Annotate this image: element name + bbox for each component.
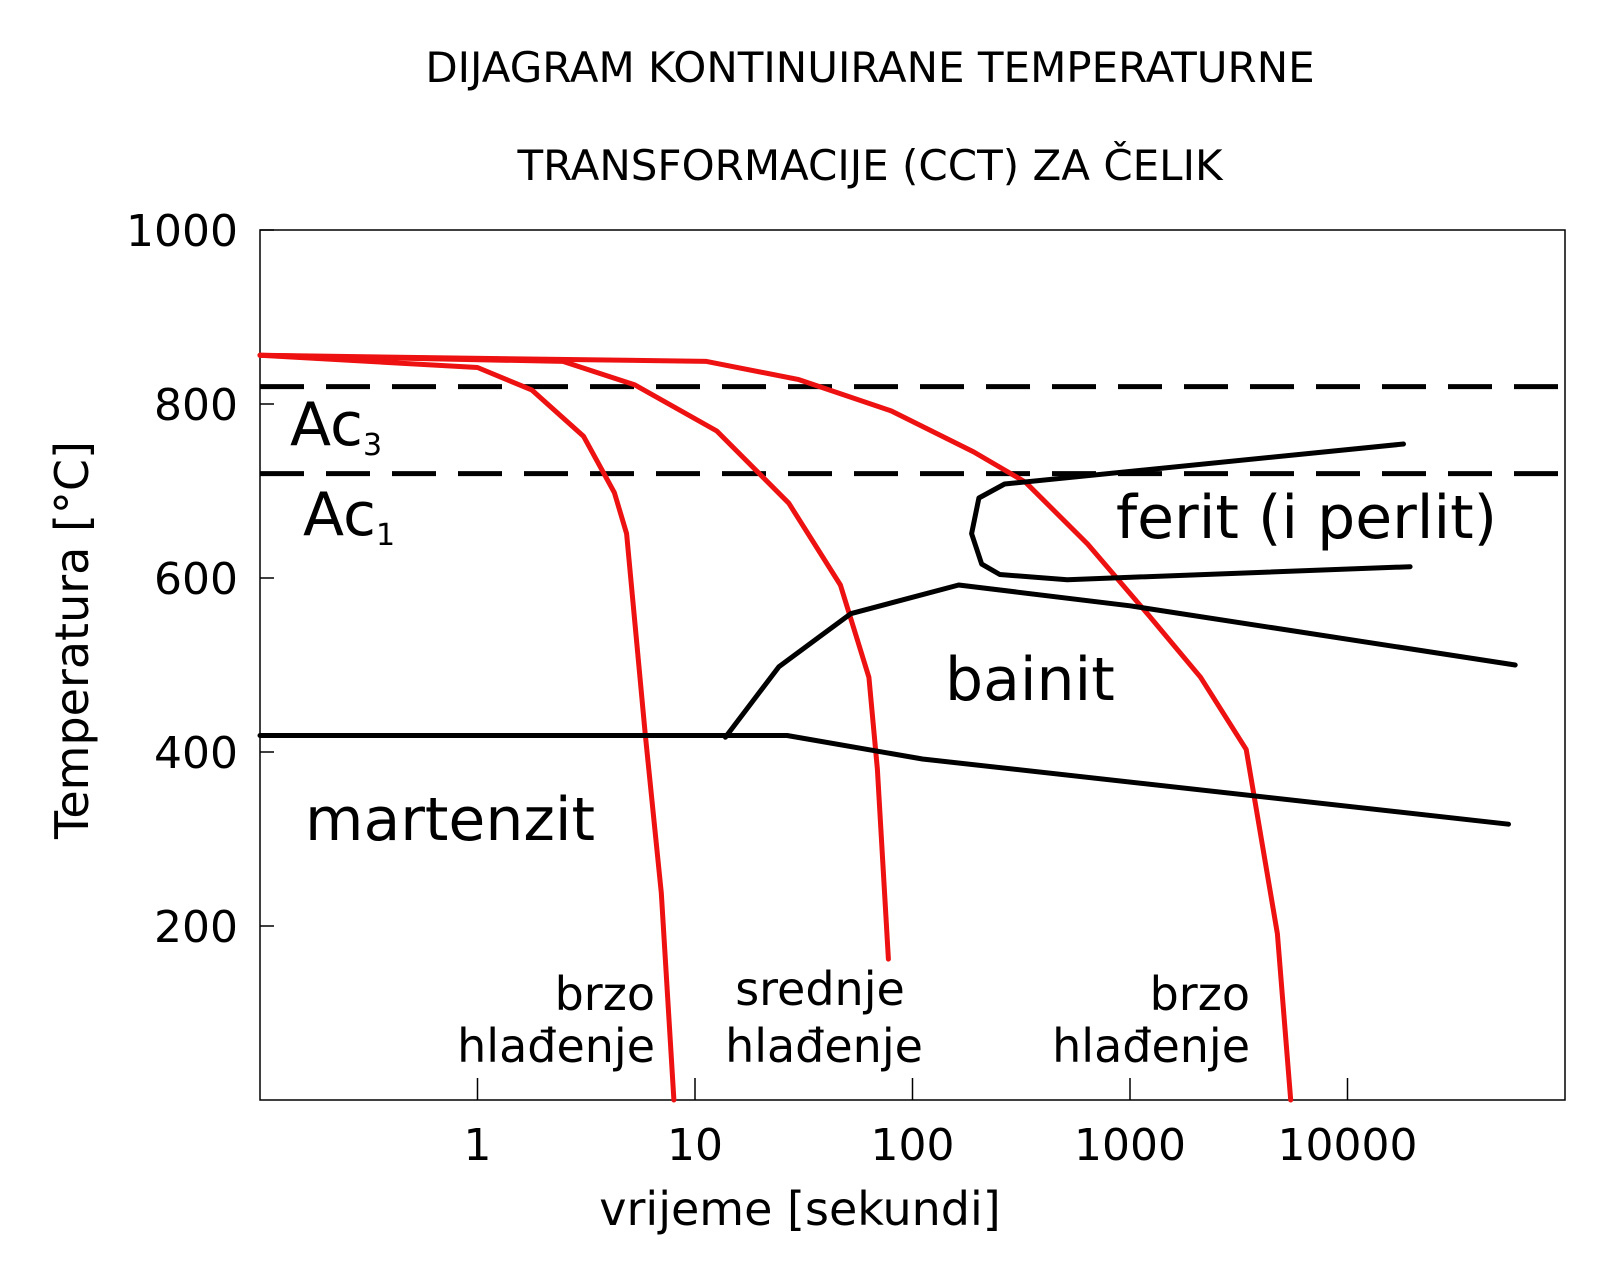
x-axis-label: vrijeme [sekundi] xyxy=(599,1182,1000,1236)
region-label: ferit (i perlit) xyxy=(1116,483,1497,553)
y-tick-label: 1000 xyxy=(126,206,238,257)
y-tick-label: 200 xyxy=(154,902,238,953)
curve-label: brzo xyxy=(1150,967,1250,1021)
x-tick-label: 1 xyxy=(464,1120,492,1171)
hline-label: Ac1 xyxy=(303,480,395,553)
y-axis-label: Temperatura [°C] xyxy=(45,441,99,840)
curve-label: hlađenje xyxy=(725,1019,923,1073)
chart-title: TRANSFORMACIJE (CCT) ZA ČELIK xyxy=(516,140,1223,190)
hline-label: Ac3 xyxy=(290,390,382,463)
curve-label: brzo xyxy=(555,967,655,1021)
region-label: bainit xyxy=(945,645,1115,715)
curve-label: hlađenje xyxy=(457,1019,655,1073)
curve xyxy=(969,441,1413,583)
curve xyxy=(722,582,1518,740)
x-tick-label: 100 xyxy=(871,1120,955,1171)
x-tick-label: 10000 xyxy=(1278,1120,1418,1171)
curve xyxy=(257,352,1294,1103)
curve-label: hlađenje xyxy=(1052,1019,1250,1073)
y-tick-label: 800 xyxy=(154,380,238,431)
curve xyxy=(257,352,891,962)
chart-title: DIJAGRAM KONTINUIRANE TEMPERATURNE xyxy=(425,43,1314,92)
x-tick-label: 10 xyxy=(667,1120,723,1171)
x-tick-label: 1000 xyxy=(1074,1120,1186,1171)
curve-label: srednje xyxy=(735,962,905,1016)
y-tick-label: 400 xyxy=(154,728,238,779)
y-tick-label: 600 xyxy=(154,554,238,605)
curve xyxy=(257,352,677,1103)
curve xyxy=(257,733,1511,827)
region-label: martenzit xyxy=(305,785,595,855)
